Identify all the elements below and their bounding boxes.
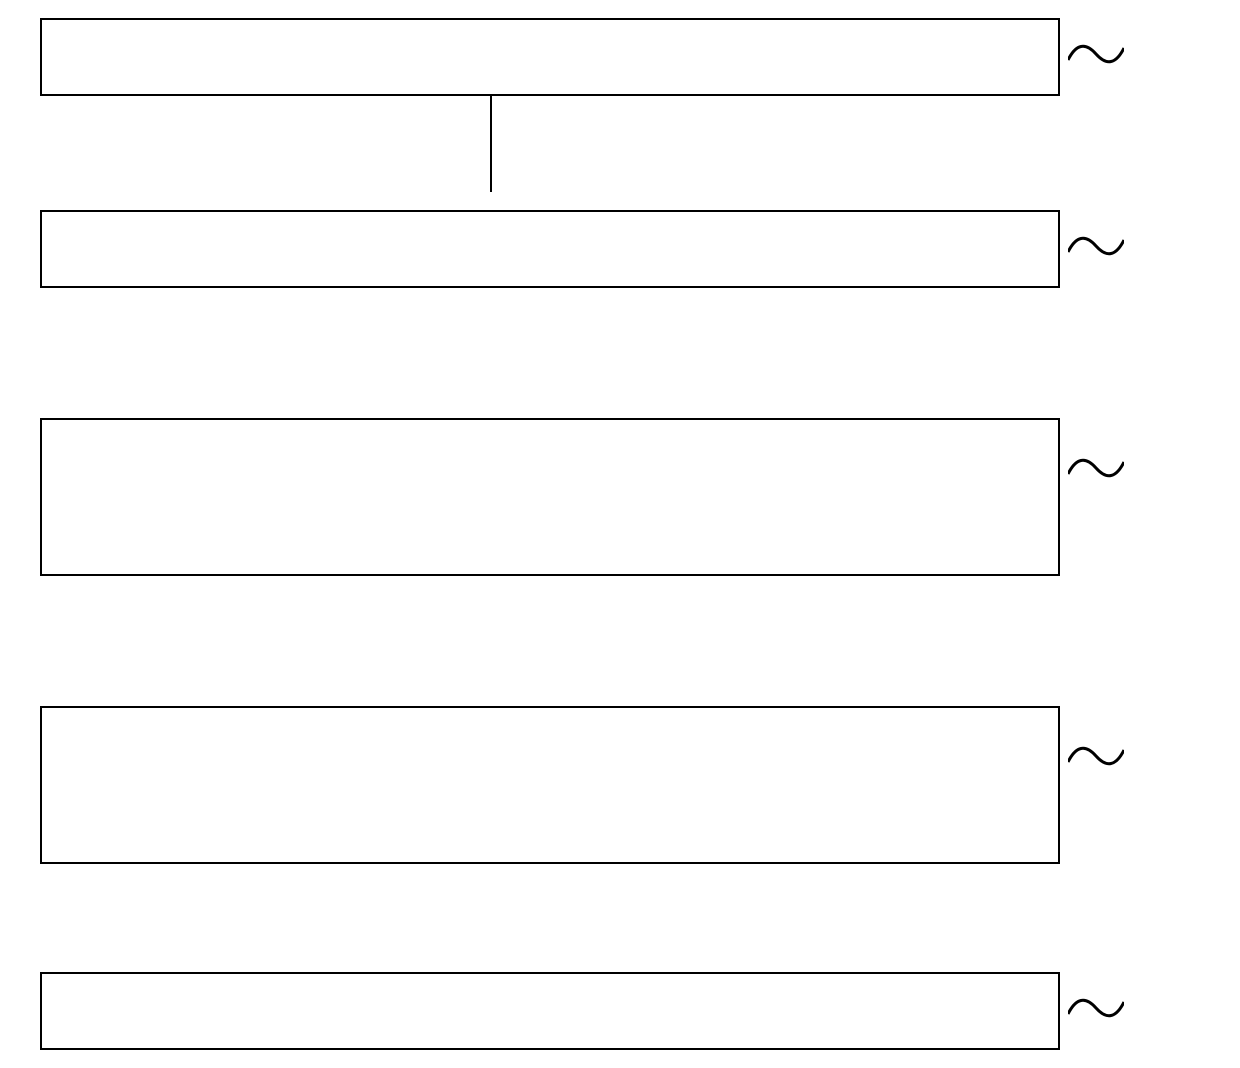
flow-node-n4 <box>40 706 1060 864</box>
arrow-line <box>490 96 492 192</box>
tilde-connector-icon <box>1068 232 1124 262</box>
tilde-connector-icon <box>1068 994 1124 1024</box>
flow-node-n2 <box>40 210 1060 288</box>
flow-node-n1 <box>40 18 1060 96</box>
tilde-connector-icon <box>1068 40 1124 70</box>
flow-node-n3 <box>40 418 1060 576</box>
flow-node-n5 <box>40 972 1060 1050</box>
flowchart-canvas <box>0 0 1240 1068</box>
tilde-connector-icon <box>1068 454 1124 484</box>
tilde-connector-icon <box>1068 742 1124 772</box>
